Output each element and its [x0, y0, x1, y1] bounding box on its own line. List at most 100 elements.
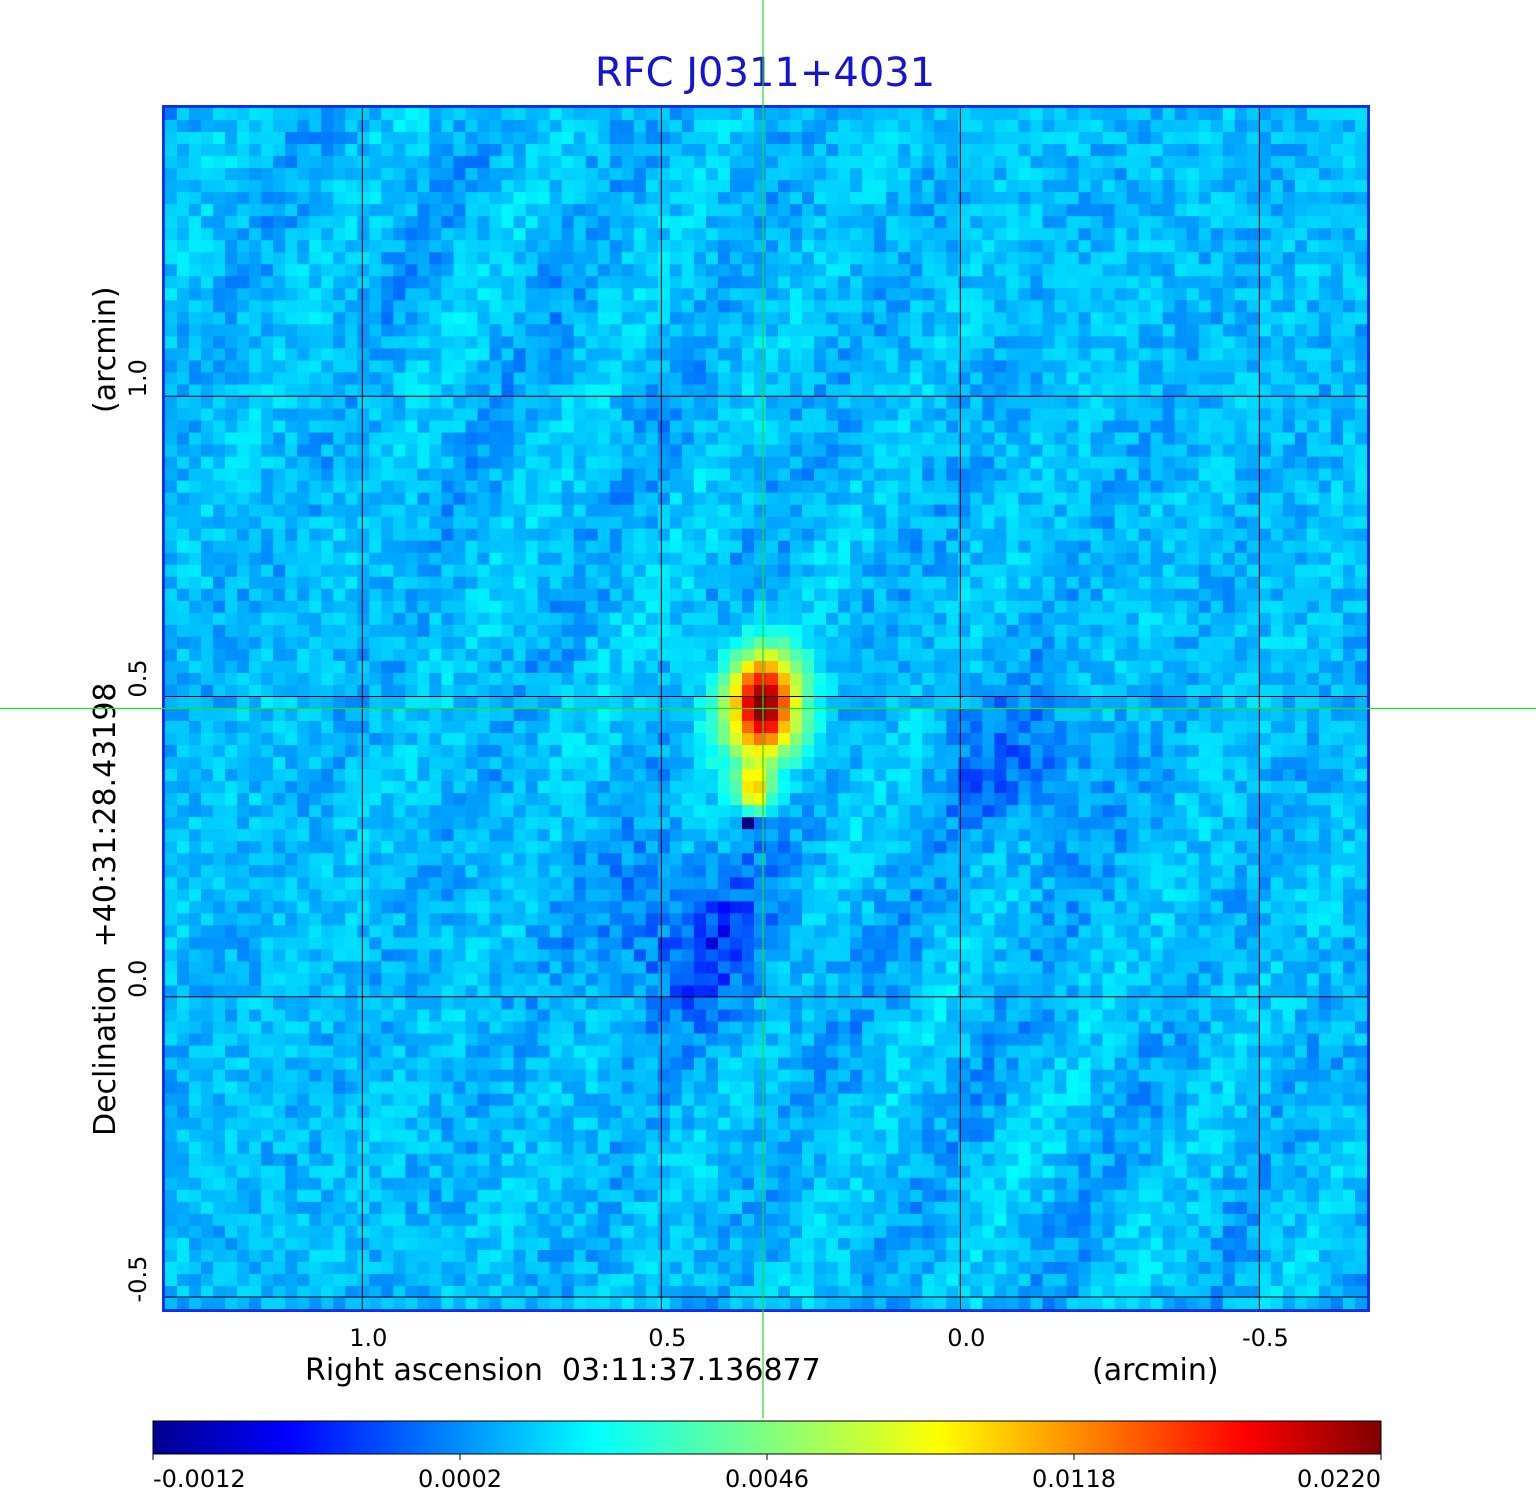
- intensity-pixel: [1186, 168, 1200, 181]
- intensity-pixel: [741, 504, 755, 518]
- intensity-pixel: [874, 528, 887, 542]
- intensity-pixel: [441, 696, 455, 710]
- intensity-pixel: [441, 336, 455, 349]
- intensity-pixel: [333, 192, 346, 205]
- intensity-pixel: [261, 468, 274, 482]
- intensity-pixel: [285, 696, 298, 710]
- intensity-pixel: [982, 336, 995, 349]
- intensity-pixel: [766, 552, 779, 566]
- intensity-pixel: [850, 444, 863, 458]
- intensity-pixel: [934, 492, 947, 506]
- intensity-pixel: [1246, 240, 1260, 253]
- intensity-pixel: [874, 516, 887, 530]
- intensity-pixel: [669, 684, 683, 698]
- intensity-pixel: [778, 144, 791, 157]
- intensity-pixel: [489, 480, 503, 494]
- intensity-pixel: [1270, 180, 1284, 193]
- intensity-pixel: [934, 252, 947, 265]
- intensity-pixel: [790, 444, 803, 458]
- intensity-pixel: [1342, 516, 1356, 530]
- intensity-pixel: [886, 300, 899, 313]
- intensity-pixel: [874, 624, 887, 638]
- intensity-pixel: [874, 564, 887, 578]
- intensity-pixel: [189, 144, 202, 157]
- intensity-pixel: [489, 408, 503, 422]
- intensity-pixel: [826, 108, 839, 121]
- intensity-pixel: [573, 192, 587, 205]
- intensity-pixel: [285, 216, 298, 229]
- intensity-pixel: [333, 444, 346, 458]
- intensity-pixel: [189, 468, 202, 482]
- intensity-pixel: [297, 516, 310, 530]
- intensity-pixel: [177, 432, 190, 446]
- intensity-pixel: [477, 252, 491, 265]
- intensity-pixel: [1150, 276, 1164, 289]
- intensity-pixel: [525, 132, 539, 145]
- intensity-pixel: [1198, 252, 1212, 265]
- intensity-pixel: [1306, 168, 1320, 181]
- intensity-pixel: [357, 120, 370, 133]
- intensity-pixel: [1030, 588, 1044, 602]
- intensity-pixel: [1354, 672, 1368, 686]
- intensity-pixel: [705, 216, 719, 229]
- intensity-pixel: [573, 300, 587, 313]
- intensity-pixel: [621, 492, 635, 506]
- intensity-pixel: [345, 516, 358, 530]
- intensity-pixel: [657, 132, 671, 145]
- intensity-pixel: [609, 588, 623, 602]
- intensity-pixel: [369, 312, 382, 325]
- intensity-pixel: [982, 108, 995, 121]
- intensity-pixel: [573, 276, 587, 289]
- intensity-pixel: [237, 612, 250, 626]
- intensity-pixel: [405, 492, 419, 506]
- intensity-pixel: [1126, 120, 1140, 133]
- intensity-pixel: [1066, 228, 1080, 241]
- intensity-pixel: [417, 564, 431, 578]
- intensity-pixel: [165, 336, 178, 349]
- intensity-pixel: [249, 636, 262, 650]
- intensity-pixel: [802, 240, 815, 253]
- intensity-pixel: [429, 648, 443, 662]
- intensity-pixel: [429, 456, 443, 470]
- intensity-pixel: [309, 456, 322, 470]
- intensity-pixel: [1246, 312, 1260, 325]
- intensity-pixel: [862, 312, 875, 325]
- intensity-pixel: [381, 300, 394, 313]
- intensity-pixel: [177, 168, 190, 181]
- intensity-pixel: [1174, 276, 1188, 289]
- intensity-pixel: [802, 624, 815, 638]
- intensity-pixel: [489, 156, 503, 169]
- intensity-pixel: [1006, 516, 1020, 530]
- intensity-pixel: [1270, 468, 1284, 482]
- intensity-pixel: [669, 252, 683, 265]
- intensity-pixel: [1354, 384, 1368, 398]
- intensity-pixel: [189, 228, 202, 241]
- intensity-pixel: [1066, 384, 1080, 398]
- intensity-pixel: [561, 684, 575, 698]
- intensity-pixel: [585, 156, 599, 169]
- intensity-pixel: [1210, 204, 1224, 217]
- intensity-pixel: [369, 252, 382, 265]
- intensity-pixel: [489, 672, 503, 686]
- intensity-pixel: [249, 576, 262, 590]
- intensity-pixel: [201, 336, 214, 349]
- intensity-pixel: [609, 540, 623, 554]
- intensity-pixel: [1258, 468, 1272, 482]
- intensity-pixel: [850, 540, 863, 554]
- intensity-pixel: [898, 612, 911, 626]
- intensity-pixel: [1102, 168, 1116, 181]
- intensity-pixel: [778, 444, 791, 458]
- intensity-pixel: [1186, 408, 1200, 422]
- intensity-pixel: [177, 204, 190, 217]
- intensity-pixel: [645, 540, 659, 554]
- intensity-pixel: [621, 336, 635, 349]
- intensity-pixel: [1210, 360, 1224, 374]
- intensity-pixel: [585, 468, 599, 482]
- intensity-pixel: [249, 684, 262, 698]
- intensity-pixel: [1066, 180, 1080, 193]
- intensity-pixel: [874, 540, 887, 554]
- intensity-pixel: [489, 504, 503, 518]
- intensity-pixel: [1018, 408, 1032, 422]
- intensity-pixel: [1246, 564, 1260, 578]
- intensity-pixel: [850, 684, 863, 698]
